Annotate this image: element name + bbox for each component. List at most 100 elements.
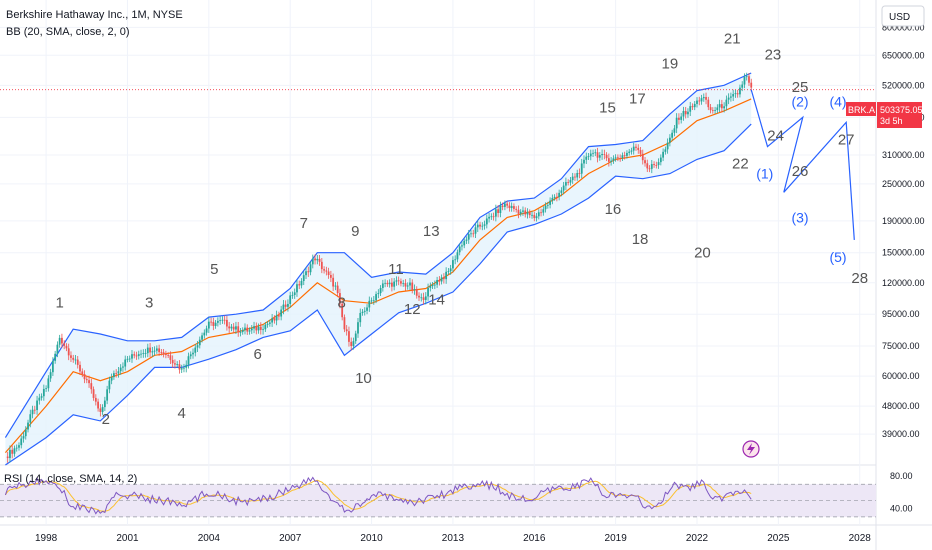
candle-body (549, 200, 551, 205)
candle-body (700, 98, 703, 102)
wave-label: 10 (355, 370, 372, 387)
candle-body (533, 214, 536, 219)
wave-label: 19 (662, 55, 679, 72)
candle-body (510, 206, 513, 209)
time-axis-label: 1998 (35, 533, 58, 544)
candle-body (429, 286, 432, 288)
candle-body (725, 99, 728, 107)
candle-body (454, 259, 457, 261)
bb-upper-line (4, 72, 752, 438)
candle-body (300, 280, 303, 286)
candle-body (230, 326, 233, 329)
candle-body (277, 315, 280, 317)
candle-body (562, 185, 565, 191)
candle-body (20, 438, 23, 446)
candle-body (146, 347, 149, 354)
candle-body (63, 343, 66, 346)
candle-body (467, 234, 470, 240)
candle-body (648, 168, 651, 170)
rsi-pane (0, 476, 876, 518)
time-axis[interactable]: 1998 2001 2004 2007 2010 2013 2016 2019 2022 2025… (35, 533, 871, 544)
rsi-line (4, 476, 752, 515)
bb-basis-line (4, 98, 752, 453)
candle-body (228, 326, 231, 329)
candle-body (271, 318, 274, 323)
candle-body (479, 224, 481, 227)
candle-body (499, 205, 502, 213)
candle-body (736, 93, 739, 95)
candle-body (395, 280, 398, 282)
candle-body (388, 282, 391, 285)
candle-body (334, 285, 337, 287)
candle-body (311, 258, 314, 265)
currency-button[interactable] (881, 5, 925, 27)
candle-body (314, 258, 316, 261)
candle-body (560, 190, 563, 193)
candle-body (189, 354, 192, 357)
candle-body (458, 246, 461, 253)
lightning-icon[interactable] (742, 440, 760, 458)
candle-body (698, 100, 701, 102)
candle-body (241, 330, 244, 332)
candle-body (94, 397, 97, 402)
candle-body (187, 356, 190, 365)
candle-body (264, 324, 267, 330)
wave-label: 21 (724, 30, 741, 47)
candle-body (381, 283, 384, 288)
candle-body (124, 359, 127, 367)
candle-body (65, 345, 68, 349)
candle-body (171, 359, 174, 364)
candle-body (235, 326, 237, 330)
candle-body (732, 94, 735, 97)
candle-body (343, 317, 346, 330)
wave-label: 26 (792, 163, 809, 180)
candle-body (128, 358, 131, 360)
candle-body (574, 176, 576, 178)
candle-body (33, 409, 36, 411)
price-axis-label: 75000.00 (882, 341, 920, 351)
candle-body (336, 285, 339, 294)
candle-body (393, 281, 396, 287)
candle-body (305, 271, 307, 276)
candle-body (723, 106, 726, 109)
candle-body (386, 282, 389, 285)
candle-body (9, 449, 11, 459)
candle-body (555, 196, 558, 198)
candle-body (345, 329, 348, 332)
candle-body (406, 285, 409, 287)
candle-body (11, 449, 14, 454)
candle-body (689, 106, 692, 112)
candle-body (18, 445, 20, 448)
candle-body (375, 294, 377, 301)
candle-body (508, 205, 511, 209)
wave-label: 28 (851, 270, 868, 287)
candle-body (56, 344, 59, 354)
candle-body (639, 150, 642, 154)
price-candles (0, 72, 876, 463)
candle-body (569, 180, 572, 183)
candle-body (691, 106, 694, 108)
candle-body (214, 322, 217, 326)
candle-body (739, 87, 741, 95)
candle-body (203, 332, 206, 336)
candle-body (528, 212, 531, 216)
candle-body (223, 319, 226, 321)
candle-body (447, 271, 450, 273)
candle-body (709, 107, 712, 111)
price-axis-label: 39000.00 (882, 429, 920, 439)
candle-body (24, 429, 27, 437)
candle-body (79, 364, 81, 372)
candle-body (400, 281, 402, 284)
candle-body (237, 326, 240, 333)
candle-body (481, 225, 484, 227)
candle-body (730, 96, 732, 98)
candle-body (350, 341, 353, 347)
wave-label: 1 (55, 294, 63, 311)
wave-labels: 1234567891011121314151617181920212223242… (55, 30, 868, 428)
candle-body (253, 326, 255, 329)
candle-body (745, 76, 748, 78)
candle-body (108, 380, 111, 390)
candle-body (262, 329, 264, 331)
candle-body (714, 110, 716, 111)
